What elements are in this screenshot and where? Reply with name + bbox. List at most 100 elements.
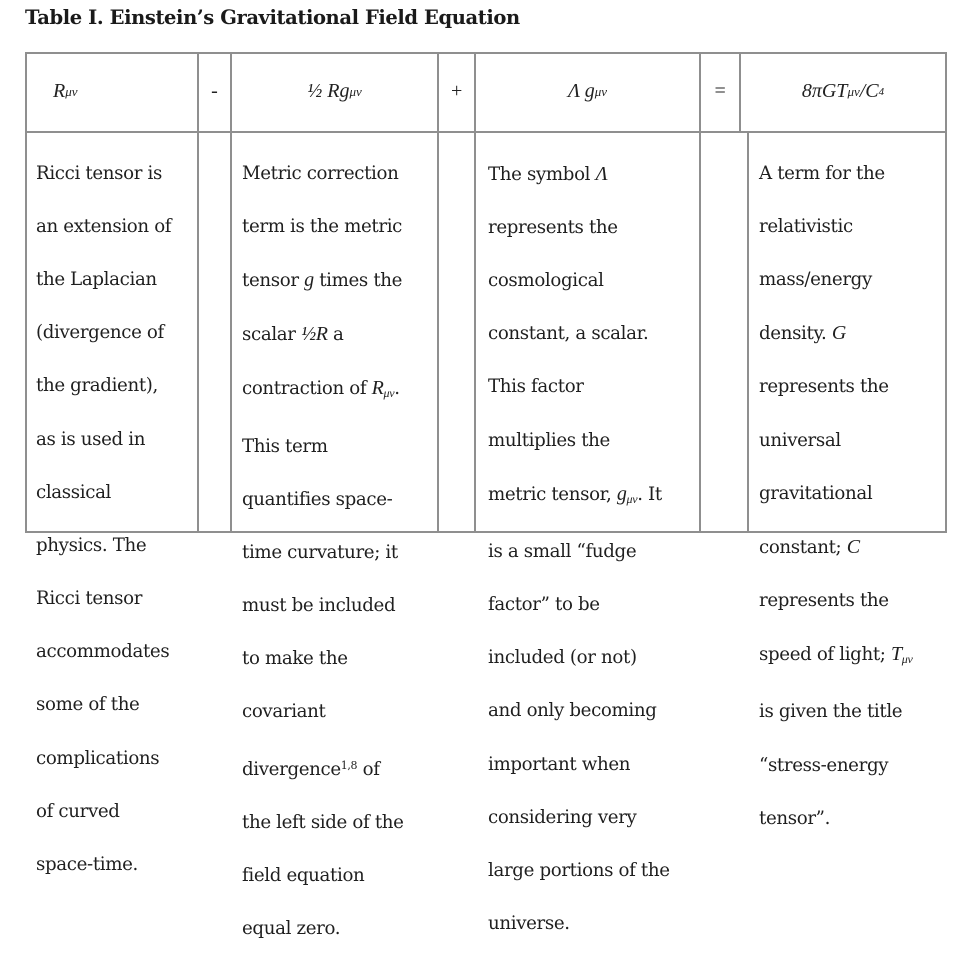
ricci-line: the Laplacian	[36, 268, 157, 290]
lambda-line: multiplies the	[488, 429, 610, 451]
stress-exponent: 4	[878, 85, 885, 98]
half-r-symbol: ½ R	[307, 80, 340, 102]
metric-subscript: μν	[349, 83, 362, 99]
stress-line: is given the title	[759, 701, 903, 723]
metric-line: divergence1,8 of	[242, 753, 404, 784]
metric-description: Metric correction term is the metric ten…	[242, 134, 404, 969]
g-symbol: g	[616, 482, 627, 505]
text: metric tensor,	[488, 483, 617, 505]
g-constant-inline: G	[831, 322, 846, 345]
stress-line: constant; C	[759, 534, 912, 562]
stress-line: gravitational	[759, 482, 873, 504]
stress-energy-description: A term for the relativistic mass/energy …	[759, 134, 913, 859]
t-symbol: T	[891, 643, 902, 666]
table-right-border	[945, 52, 947, 533]
table-bottom-border	[25, 531, 947, 533]
metric-line: covariant	[242, 701, 326, 723]
metric-line: This term	[242, 435, 328, 457]
col-divider-6-header	[739, 52, 741, 132]
minus-sign: -	[211, 80, 218, 102]
stress-prefix: 8πGT	[801, 80, 848, 102]
reference-superscript: 1,8	[340, 758, 358, 772]
header-lambda-term: Λ g μν	[476, 52, 699, 131]
lambda-description: The symbol Λ represents the cosmological…	[488, 134, 670, 964]
metric-line: contraction of Rμν.	[242, 375, 404, 407]
plus-sign: +	[449, 80, 464, 102]
text: divergence	[242, 758, 341, 780]
stress-line: universal	[759, 429, 841, 451]
ricci-line: complications	[36, 747, 160, 769]
lambda-line: represents the	[488, 216, 618, 238]
metric-line: tensor g times the	[242, 267, 404, 295]
table-top-border	[25, 52, 947, 54]
lambda-line: constant, a scalar.	[488, 323, 649, 345]
lambda-line: The symbol Λ	[488, 161, 670, 189]
text: times the	[313, 269, 403, 291]
header-minus-operator: -	[199, 52, 230, 131]
metric-line: field equation	[242, 865, 365, 887]
ricci-subscript: μν	[65, 83, 78, 99]
ricci-symbol: R	[53, 80, 66, 102]
header-equals-operator: =	[701, 52, 739, 131]
lambda-line: included (or not)	[488, 647, 637, 669]
text: speed of light;	[759, 644, 891, 666]
table-left-border	[25, 52, 27, 533]
ricci-inline: Rμν	[371, 377, 395, 401]
g-subscript: μν	[626, 491, 638, 506]
stress-line: mass/energy	[759, 268, 872, 290]
text: a	[327, 324, 344, 346]
metric-line: scalar ½R a	[242, 321, 404, 349]
text: . It	[637, 483, 662, 505]
ricci-line: accommodates	[36, 641, 170, 663]
lambda-symbol-inline: Λ	[595, 162, 608, 185]
stress-line: tensor”.	[759, 807, 831, 829]
ricci-line: as is used in	[36, 428, 146, 450]
metric-line: time curvature; it	[242, 541, 398, 563]
table-caption: Table I. Einstein’s Gravitational Field …	[25, 6, 520, 29]
ricci-line: classical	[36, 481, 112, 503]
metric-line: Metric correction	[242, 162, 399, 184]
c-constant-inline: C	[846, 535, 860, 558]
t-tensor-inline: Tμν	[891, 643, 913, 667]
col-divider-3	[437, 52, 439, 533]
text: The symbol	[488, 163, 596, 185]
t-subscript: μν	[901, 652, 913, 667]
metric-line: term is the metric	[242, 215, 403, 237]
metric-line: must be included	[242, 595, 396, 617]
lambda-line: considering very	[488, 806, 637, 828]
ricci-line: Ricci tensor	[36, 588, 143, 610]
equals-sign: =	[713, 80, 727, 102]
text: constant;	[759, 536, 847, 558]
text: .	[394, 378, 400, 400]
lambda-line: and only becoming	[488, 700, 657, 722]
r-symbol: R	[371, 377, 384, 400]
ricci-line: some of the	[36, 694, 140, 716]
ricci-line: an extension of	[36, 215, 172, 237]
stress-divisor: /C	[859, 80, 879, 102]
metric-line: equal zero.	[242, 918, 341, 940]
col-divider-4	[474, 52, 476, 533]
lambda-line: metric tensor, gμν. It	[488, 481, 670, 513]
lambda-line: universe.	[488, 913, 570, 935]
header-plus-operator: +	[439, 52, 474, 131]
text: density.	[759, 323, 832, 345]
lambda-line: is a small “fudge	[488, 540, 637, 562]
stress-subscript: μν	[847, 83, 860, 99]
stress-line: density. G	[759, 320, 912, 348]
text: tensor	[242, 269, 305, 291]
metric-tensor-inline: gμν	[616, 482, 638, 506]
ricci-description: Ricci tensor is an extension of the Lapl…	[36, 134, 172, 905]
text: scalar	[242, 324, 302, 346]
ricci-line: the gradient),	[36, 375, 158, 397]
r-subscript: μν	[383, 386, 395, 401]
stress-line: relativistic	[759, 215, 853, 237]
lambda-subscript: μν	[594, 83, 607, 99]
lambda-line: This factor	[488, 376, 584, 398]
lambda-line: cosmological	[488, 269, 604, 291]
col-divider-5	[699, 52, 701, 533]
ricci-line: of curved	[36, 800, 120, 822]
header-stress-energy-term: 8πGT μν/C 4	[741, 52, 945, 131]
stress-line: represents the	[759, 376, 889, 398]
ricci-line: (divergence of	[36, 322, 164, 344]
